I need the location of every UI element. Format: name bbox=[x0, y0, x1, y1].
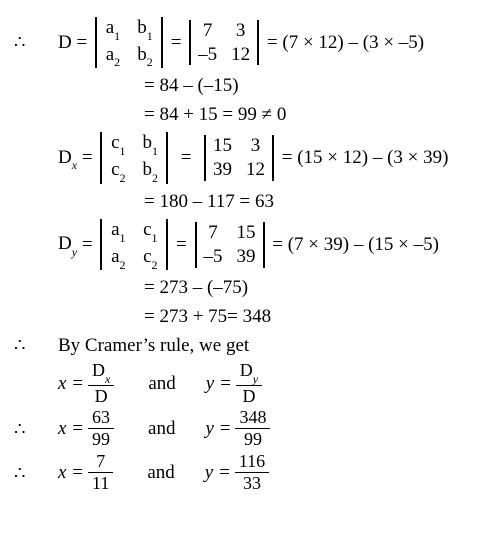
eq-D-step2: = 84 + 15 = 99 ≠ 0 bbox=[14, 102, 490, 128]
Dy-symbolic-det: a1 c1 a2 c2 bbox=[97, 217, 171, 272]
x-lhs: x = bbox=[58, 460, 84, 486]
result-line-1: x = Dx D and y = Dy D bbox=[14, 361, 490, 405]
text: = bbox=[77, 232, 97, 258]
Dy-expand: (7 × 39) – (15 × –5) bbox=[288, 232, 439, 258]
result-line-3: ∴ x = 7 11 and y = 116 33 bbox=[14, 452, 490, 493]
therefore-symbol: ∴ bbox=[14, 333, 58, 357]
cramer-sentence: ∴ By Cramer’s rule, we get bbox=[14, 333, 490, 359]
D-name: D bbox=[58, 30, 72, 56]
eq-Dy-main: Dy = a1 c1 a2 c2 = 715 –539 = (7 × 39) –… bbox=[14, 217, 490, 272]
Dy-name: Dy bbox=[58, 231, 77, 258]
x-lhs: x = bbox=[58, 416, 84, 442]
therefore-symbol: ∴ bbox=[14, 461, 58, 485]
Dx-expand: (15 × 12) – (3 × 39) bbox=[297, 145, 448, 171]
D-expand: (7 × 12) – (3 × –5) bbox=[282, 30, 424, 56]
therefore-symbol: ∴ bbox=[14, 30, 58, 54]
D-symbolic-det: a1 b1 a2 b2 bbox=[92, 15, 166, 70]
D-numeric-det: 73 –512 bbox=[186, 18, 262, 68]
eq-Dx-main: Dx = c1 b1 c2 b2 = 153 3912 = (15 × 12) … bbox=[14, 130, 490, 185]
text: = bbox=[166, 30, 186, 56]
eq-D-step1: = 84 – (–15) bbox=[14, 73, 490, 99]
eq-Dy-step1: = 273 – (–75) bbox=[14, 275, 490, 301]
y-frac: 116 33 bbox=[235, 452, 269, 493]
y-lhs: y = bbox=[206, 371, 232, 397]
and-text: and bbox=[148, 371, 175, 397]
y-lhs: y = bbox=[205, 460, 231, 486]
text: = bbox=[262, 30, 282, 56]
and-text: and bbox=[148, 416, 175, 442]
x-frac: 7 11 bbox=[88, 452, 113, 493]
x-frac: 63 99 bbox=[88, 408, 114, 449]
eq-Dx-step1: = 180 – 117 = 63 bbox=[14, 189, 490, 215]
y-lhs: y = bbox=[205, 416, 231, 442]
x-lhs: x = bbox=[58, 371, 84, 397]
therefore-symbol: ∴ bbox=[14, 417, 58, 441]
Dx-numeric-det: 153 3912 bbox=[201, 133, 277, 183]
and-text: and bbox=[147, 460, 174, 486]
text: = bbox=[277, 145, 297, 171]
text: = bbox=[268, 232, 288, 258]
text: = bbox=[77, 145, 97, 171]
result-line-2: ∴ x = 63 99 and y = 348 99 bbox=[14, 408, 490, 449]
eq-D-main: ∴ D = a1 b1 a2 b2 = 73 –512 = (7 × 12) –… bbox=[14, 15, 490, 70]
Dy-numeric-det: 715 –539 bbox=[192, 220, 268, 270]
y-frac: 348 99 bbox=[235, 408, 270, 449]
y-frac: Dy D bbox=[236, 361, 262, 405]
text: = bbox=[72, 30, 92, 56]
Dx-name: Dx bbox=[58, 145, 77, 172]
x-frac: Dx D bbox=[88, 361, 114, 405]
Dx-symbolic-det: c1 b1 c2 b2 bbox=[97, 130, 171, 185]
text: = bbox=[171, 145, 201, 171]
cramer-text: By Cramer’s rule, we get bbox=[58, 333, 249, 359]
eq-Dy-step2: = 273 + 75= 348 bbox=[14, 304, 490, 330]
text: = bbox=[171, 232, 191, 258]
